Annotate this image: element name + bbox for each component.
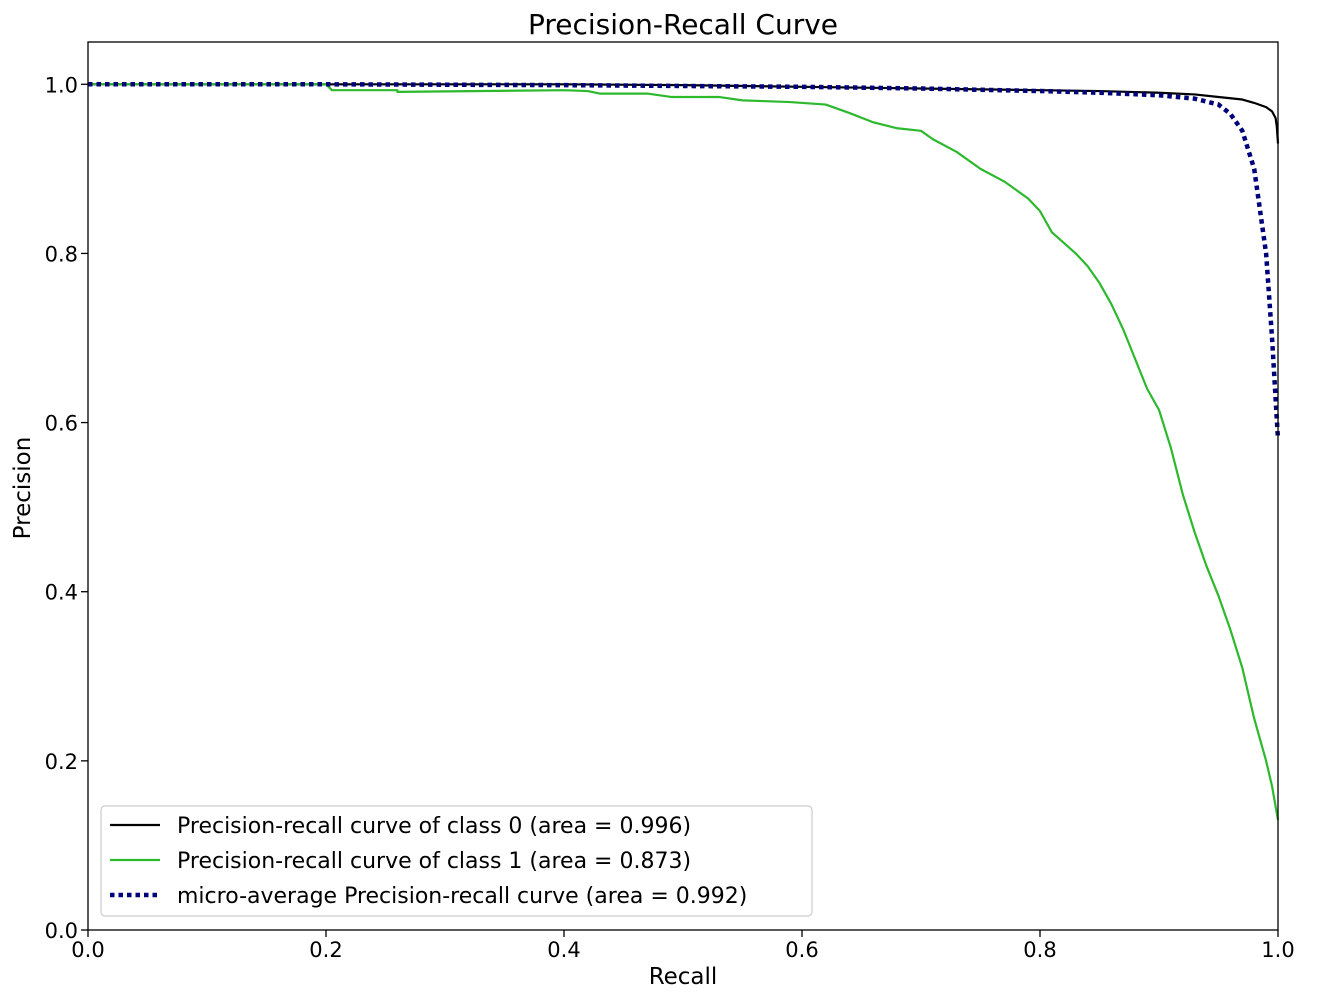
y-tick-label: 0.0 [45, 919, 78, 943]
y-tick-label: 0.8 [45, 242, 78, 266]
class-1-curve-line [88, 83, 1280, 821]
x-tick-label: 1.0 [1261, 938, 1294, 962]
x-tick-label: 0.2 [309, 938, 342, 962]
y-axis-label: Precision [10, 437, 36, 540]
legend-box [100, 805, 813, 917]
legend-label: Precision-recall curve of class 1 (area … [177, 849, 691, 874]
x-tick-label: 0.0 [71, 938, 104, 962]
chart-title: Precision-Recall Curve [528, 8, 838, 41]
legend: Precision-recall curve of class 0 (area … [100, 805, 813, 917]
x-tick-label: 0.8 [1023, 938, 1056, 962]
legend-label: micro-average Precision-recall curve (ar… [177, 884, 747, 909]
series-layer [88, 82, 1281, 821]
y-tick-label: 0.2 [45, 750, 78, 774]
tick-layer: 0.0 0.2 0.4 0.6 0.8 1.0 0.0 0.2 0.4 0.6 0.8 1.0 [45, 73, 1295, 962]
x-tick-label: 0.4 [547, 938, 580, 962]
y-tick-label: 1.0 [45, 73, 78, 97]
plot-frame [87, 41, 1279, 931]
x-tick-label: 0.6 [785, 938, 818, 962]
y-tick-label: 0.6 [45, 412, 78, 436]
micro-average-curve-line [88, 82, 1281, 440]
x-axis-label: Recall [649, 964, 718, 990]
legend-items: Precision-recall curve of class 0 (area … [110, 814, 747, 909]
class-0-curve-line [88, 83, 1280, 144]
y-tick-label: 0.4 [45, 581, 78, 605]
legend-label: Precision-recall curve of class 0 (area … [177, 814, 691, 839]
